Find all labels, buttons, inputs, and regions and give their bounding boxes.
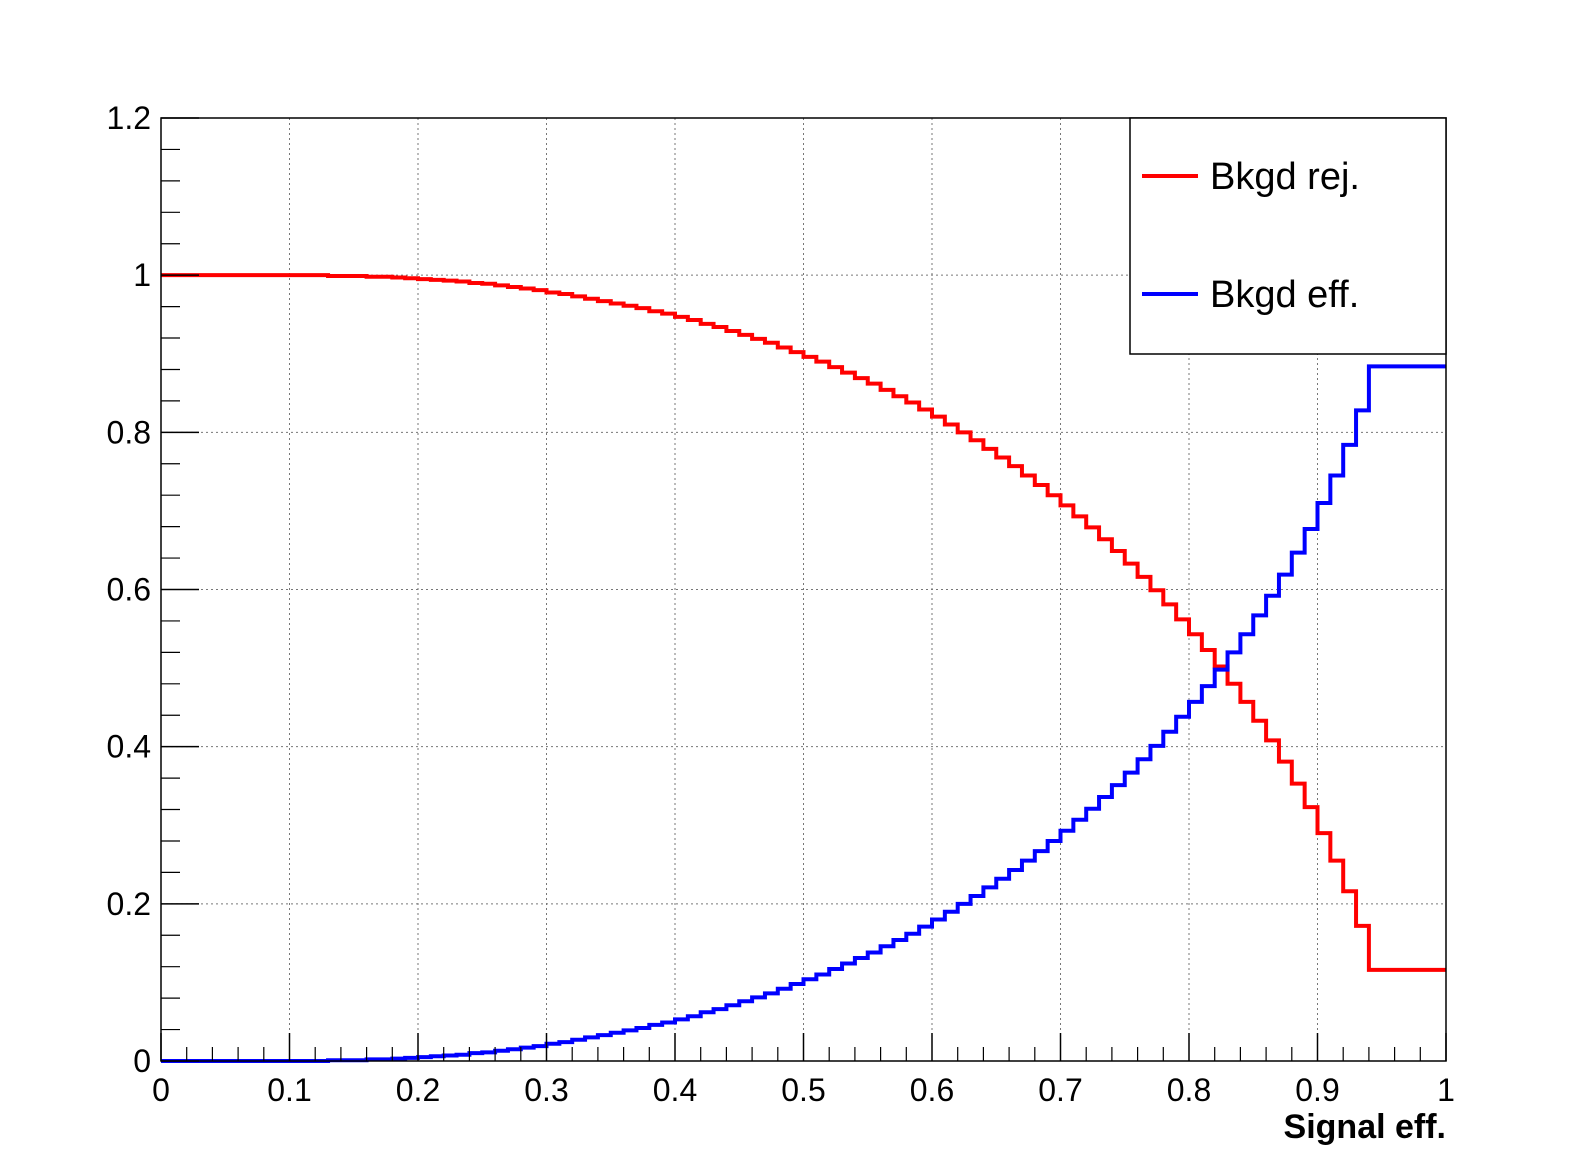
y-tick-label: 0.4 bbox=[107, 729, 151, 765]
x-tick-label: 0 bbox=[152, 1072, 170, 1108]
legend: Bkgd rej. Bkgd eff. bbox=[1129, 117, 1447, 355]
series-layer bbox=[161, 273, 1446, 1063]
x-tick-label: 0.8 bbox=[1167, 1072, 1211, 1108]
x-tick-label: 0.1 bbox=[267, 1072, 311, 1108]
y-tick-label: 0.2 bbox=[107, 886, 151, 922]
series-line-bkgd-rej bbox=[161, 273, 1446, 972]
x-tick-label: 0.9 bbox=[1295, 1072, 1339, 1108]
y-tick-label: 0.8 bbox=[107, 414, 151, 450]
y-tick-label: 1 bbox=[133, 257, 151, 293]
tick-labels: 0 0.1 0.2 0.3 0.4 0.5 0.6 0.7 0.8 0.9 1 0 0.2 0.4 0.6 0… bbox=[107, 100, 1455, 1108]
x-tick-label: 1 bbox=[1437, 1072, 1455, 1108]
x-tick-label: 0.4 bbox=[653, 1072, 697, 1108]
x-tick-label: 0.5 bbox=[781, 1072, 825, 1108]
x-tick-label: 0.2 bbox=[396, 1072, 440, 1108]
x-tick-label: 0.3 bbox=[524, 1072, 568, 1108]
y-tick-label: 0 bbox=[133, 1043, 151, 1079]
x-axis-title: Signal eff. bbox=[1284, 1108, 1446, 1146]
y-tick-label: 0.6 bbox=[107, 572, 151, 608]
legend-label: Bkgd rej. bbox=[1210, 156, 1360, 198]
legend-box bbox=[1129, 117, 1447, 355]
axes bbox=[160, 117, 1447, 1062]
plot-frame bbox=[160, 117, 1447, 1062]
series-line-bkgd-eff bbox=[161, 364, 1446, 1063]
x-tick-label: 0.7 bbox=[1038, 1072, 1082, 1108]
legend-label: Bkgd eff. bbox=[1210, 274, 1359, 316]
x-tick-label: 0.6 bbox=[910, 1072, 954, 1108]
grid-lines bbox=[161, 118, 1446, 1061]
y-tick-label: 1.2 bbox=[107, 100, 151, 136]
